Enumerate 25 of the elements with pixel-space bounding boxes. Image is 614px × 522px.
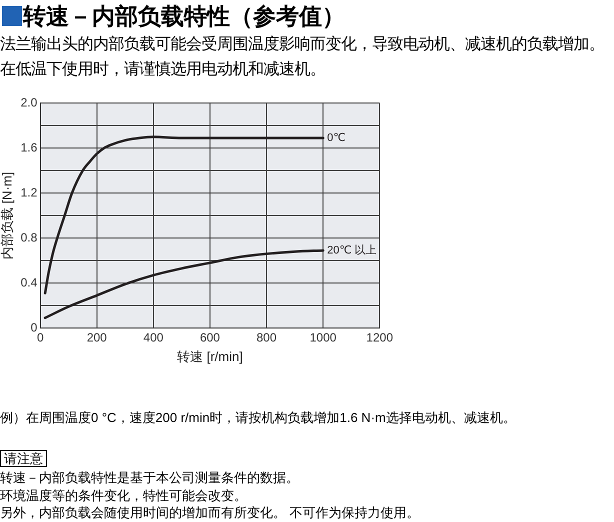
text: 例）在周围温度0 °C，速度200 r/min时，请按机构负载增加1.6 N·m选择电动机、减速机。	[0, 409, 517, 427]
chart-title: 转速－内部负载特性（参考值）	[23, 3, 345, 29]
y-tick-label: 1.6	[20, 140, 38, 154]
x-tick-label: 200	[86, 330, 108, 345]
x-tick-label: 400	[143, 330, 164, 345]
y-tick-label: 2.0	[20, 96, 38, 110]
series-label: 20℃ 以上	[327, 243, 377, 256]
line-series	[44, 249, 324, 320]
x-tick-label: 800	[256, 330, 277, 345]
text: 另外，内部负载会随使用时间的增加而有所变化。 不可作为保持力使用。	[0, 504, 421, 522]
x-axis-title: 转速 [r/min]	[177, 348, 243, 364]
y-tick-label: 0.4	[20, 275, 38, 290]
x-tick-label: 600	[200, 330, 220, 345]
y-axis-title: 内部负载 [N·m]	[0, 172, 14, 260]
text: 环境温度等的条件变化，特性可能会改变。	[0, 486, 248, 504]
text: 转速－内部负载特性是基于本公司测量条件的数据。	[0, 469, 300, 486]
x-tick-label: 1200	[366, 330, 394, 345]
x-tick-label: 1000	[310, 330, 337, 345]
y-tick-label: 0.8	[20, 230, 38, 244]
y-tick-label: 1.2	[20, 185, 38, 200]
chart-subtitle: 法兰输出头的内部负载可能会受周围温度影响而变化，导致电动机、减速机的负载增加。在低温下使用时，请谨慎选用电动机和减速机。	[0, 34, 606, 80]
line-series	[44, 136, 324, 294]
text: 请注意	[0, 450, 47, 467]
y-tick-label: 0	[30, 320, 38, 334]
series-label: 0℃	[327, 132, 346, 144]
